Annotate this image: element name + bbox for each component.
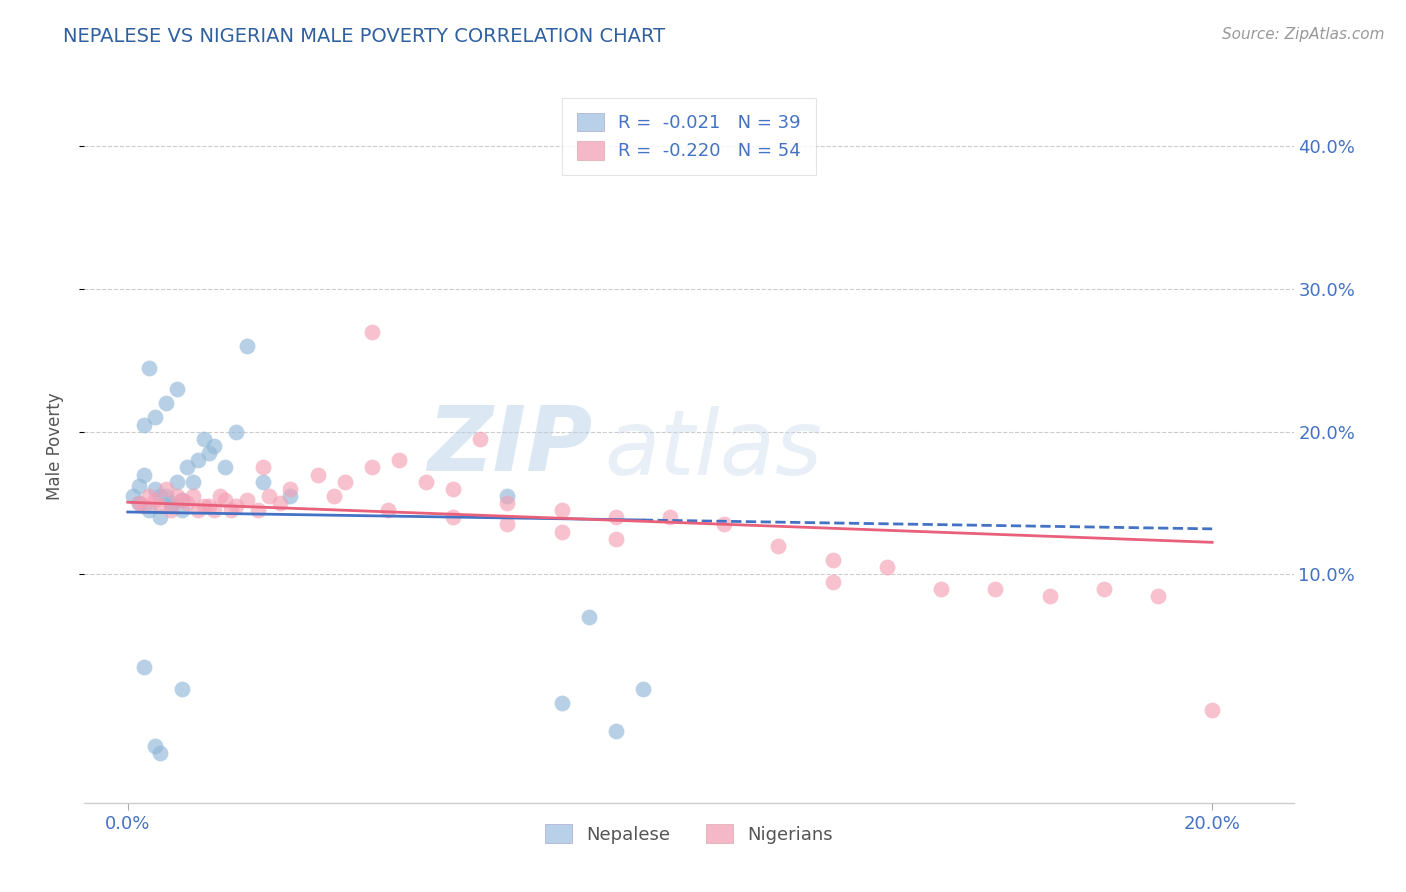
Text: ZIP: ZIP [427,402,592,490]
Point [821,574,844,589]
Point [984,582,1007,596]
Point [122,489,145,503]
Point [1092,582,1115,596]
Point [132,499,155,513]
Point [377,503,399,517]
Point [138,360,160,375]
Point [578,610,600,624]
Point [236,339,259,353]
Point [214,493,236,508]
Point [550,524,572,539]
Point [170,493,193,508]
Point [181,475,204,489]
Point [132,417,155,432]
Point [166,382,188,396]
Point [550,503,572,517]
Point [269,496,291,510]
Point [193,432,215,446]
Point [155,482,177,496]
Point [204,439,226,453]
Point [149,489,172,503]
Text: NEPALESE VS NIGERIAN MALE POVERTY CORRELATION CHART: NEPALESE VS NIGERIAN MALE POVERTY CORREL… [63,27,665,45]
Point [149,746,172,760]
Point [550,696,572,710]
Point [876,560,898,574]
Point [170,503,193,517]
Point [388,453,411,467]
Point [176,496,198,510]
Point [128,496,150,510]
Point [496,489,519,503]
Point [193,499,215,513]
Point [128,496,150,510]
Point [155,489,177,503]
Point [257,489,280,503]
Point [170,493,193,508]
Point [187,453,209,467]
Point [160,496,183,510]
Point [149,510,172,524]
Point [605,724,627,739]
Point [132,660,155,674]
Text: atlas: atlas [605,406,823,493]
Point [128,479,150,493]
Point [166,475,188,489]
Point [155,396,177,410]
Point [170,681,193,696]
Point [166,489,188,503]
Point [333,475,356,489]
Point [605,510,627,524]
Point [307,467,329,482]
Y-axis label: Male Poverty: Male Poverty [45,392,63,500]
Point [360,325,382,339]
Point [605,532,627,546]
Point [198,499,221,513]
Point [219,503,242,517]
Point [496,496,519,510]
Point [470,432,492,446]
Point [143,482,166,496]
Point [280,489,302,503]
Point [138,503,160,517]
Point [149,499,172,513]
Point [143,410,166,425]
Point [160,503,183,517]
Point [441,510,464,524]
Point [214,460,236,475]
Point [143,493,166,508]
Point [1147,589,1170,603]
Point [198,446,221,460]
Point [360,460,382,475]
Point [246,503,269,517]
Point [821,553,844,567]
Point [415,475,437,489]
Point [322,489,344,503]
Point [1201,703,1223,717]
Point [181,489,204,503]
Point [496,517,519,532]
Point [929,582,952,596]
Point [138,489,160,503]
Point [280,482,302,496]
Point [659,510,682,524]
Point [132,467,155,482]
Point [187,503,209,517]
Point [768,539,790,553]
Point [1038,589,1060,603]
Point [143,739,166,753]
Point [204,503,226,517]
Point [252,460,274,475]
Point [441,482,464,496]
Point [631,681,654,696]
Point [236,493,259,508]
Point [208,489,231,503]
Point [176,460,198,475]
Point [160,499,183,513]
Point [225,425,247,439]
Legend: Nepalese, Nigerians: Nepalese, Nigerians [537,817,841,851]
Point [252,475,274,489]
Point [225,499,247,513]
Text: Source: ZipAtlas.com: Source: ZipAtlas.com [1222,27,1385,42]
Point [713,517,735,532]
